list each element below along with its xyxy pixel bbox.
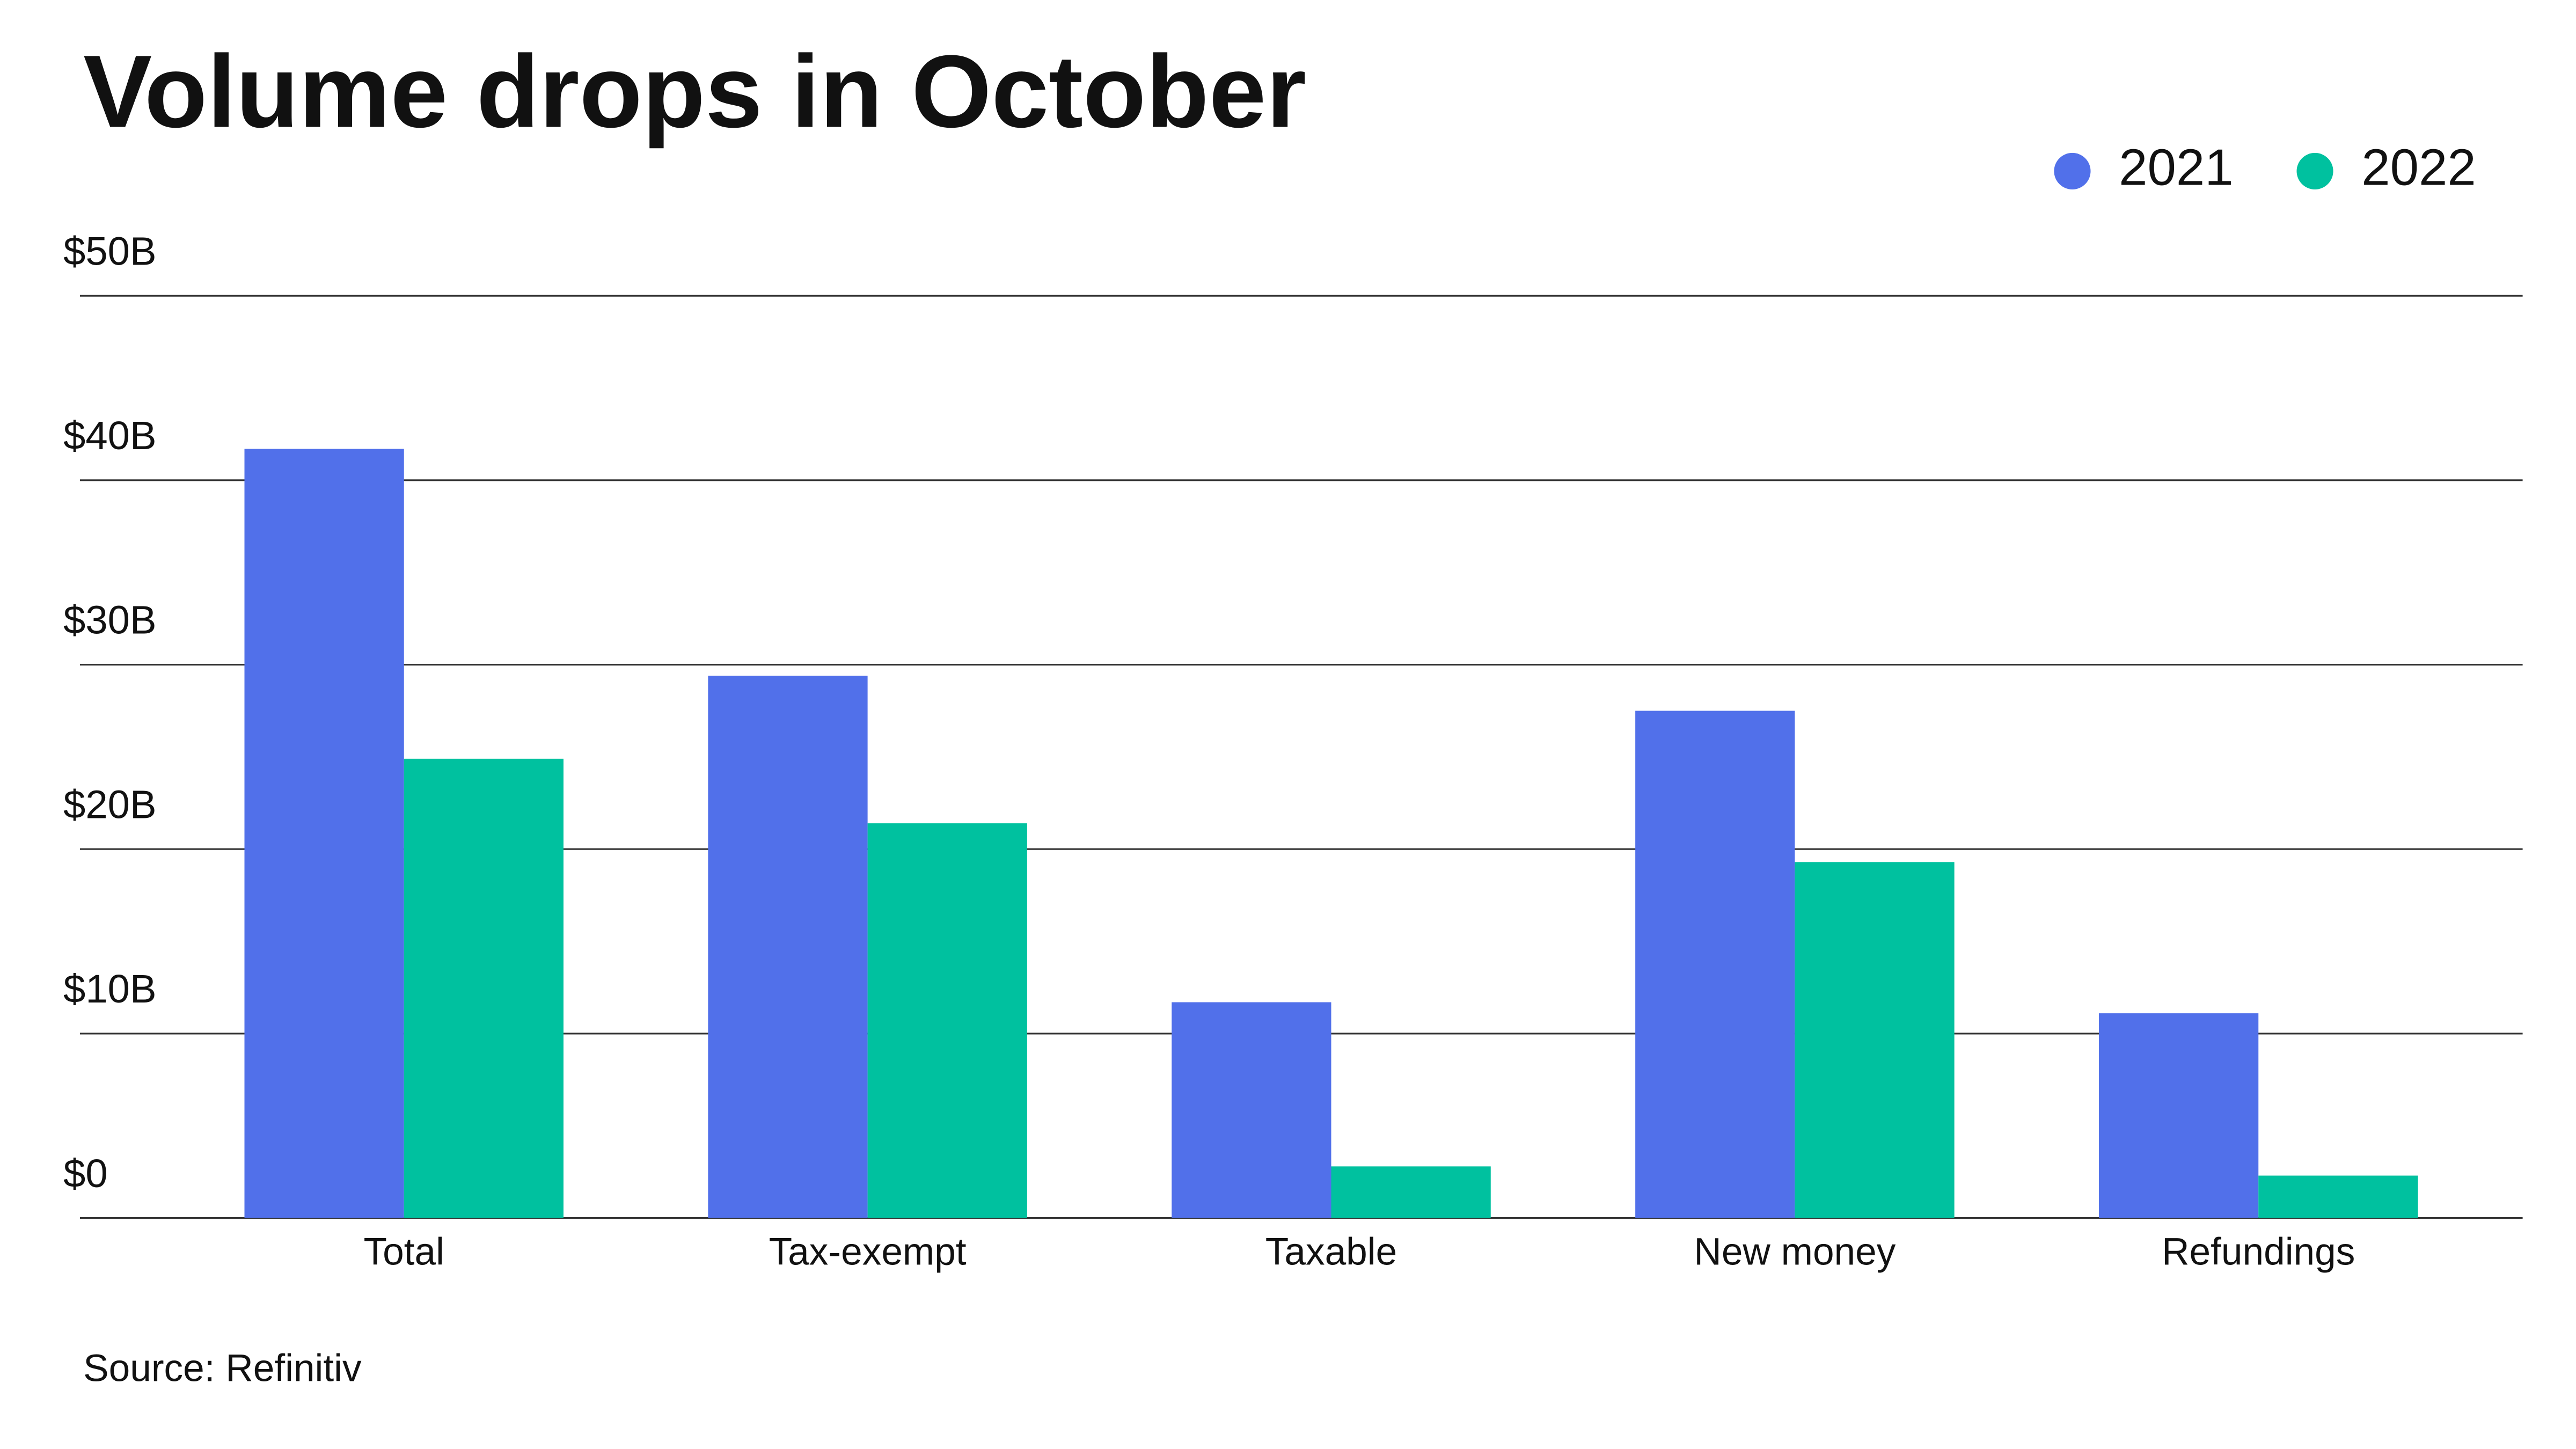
bar — [2099, 1013, 2259, 1218]
bar — [1795, 862, 1955, 1218]
chart-title: Volume drops in October — [83, 33, 1306, 149]
y-tick-label: $50B — [63, 229, 157, 273]
y-tick-label: $20B — [63, 782, 157, 826]
x-tick-label: Taxable — [1265, 1231, 1397, 1274]
bar — [404, 758, 564, 1218]
bar — [1172, 1002, 1331, 1218]
bar — [1635, 711, 1795, 1218]
bar — [867, 823, 1027, 1218]
legend-swatch — [2296, 152, 2333, 189]
x-tick-label: Refundings — [2162, 1231, 2355, 1274]
bar — [1331, 1166, 1491, 1218]
bar — [708, 676, 868, 1218]
y-tick-label: $10B — [63, 967, 157, 1011]
legend: 2021 2022 — [2054, 138, 2476, 196]
y-tick-label: $40B — [63, 413, 157, 458]
y-tick-label: $0 — [63, 1151, 108, 1196]
y-tick-label: $30B — [63, 598, 157, 642]
source-note: Source: Refinitiv — [83, 1347, 362, 1389]
legend-swatch — [2054, 152, 2091, 189]
legend-label: 2022 — [2361, 138, 2476, 196]
x-tick-label: Tax-exempt — [769, 1231, 967, 1274]
bar — [244, 449, 404, 1218]
legend-label: 2021 — [2119, 138, 2234, 196]
x-tick-label: New money — [1694, 1231, 1896, 1274]
bar — [2258, 1175, 2418, 1218]
x-tick-label: Total — [364, 1231, 444, 1274]
